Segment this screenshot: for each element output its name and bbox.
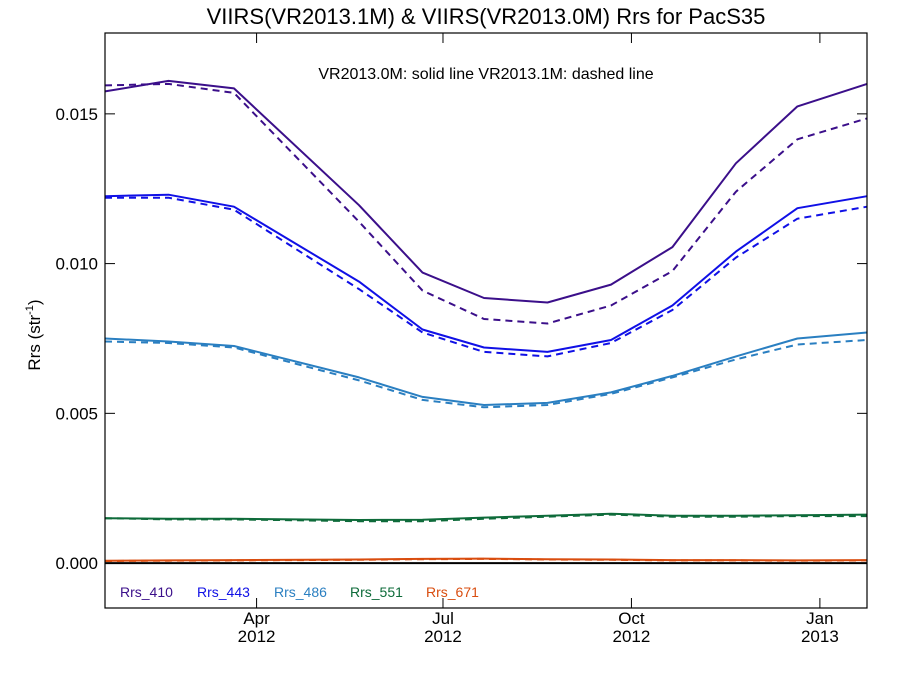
x-tick-label-month: Apr bbox=[243, 609, 270, 628]
x-tick-label-month: Oct bbox=[618, 609, 645, 628]
series-line-rrs-671-dashed bbox=[104, 557, 868, 562]
legend-entry: Rrs_551 bbox=[350, 584, 403, 600]
series-layer bbox=[104, 79, 868, 562]
legend-entry: Rrs_486 bbox=[274, 584, 327, 600]
series-line-rrs-443-solid bbox=[104, 193, 868, 353]
y-tick-label: 0.010 bbox=[55, 255, 98, 274]
legend-entry: Rrs_671 bbox=[426, 584, 479, 600]
y-axis-label-text: Rrs (str bbox=[25, 315, 44, 371]
series-line-rrs-486-solid bbox=[104, 331, 868, 406]
x-tick-label-month: Jul bbox=[432, 609, 454, 628]
series-line-rrs-410-solid bbox=[104, 79, 868, 304]
chart-title: VIIRS(VR2013.1M) & VIIRS(VR2013.0M) Rrs … bbox=[207, 4, 766, 29]
y-axis-label-close: ) bbox=[25, 299, 44, 305]
x-tick-label-month: Jan bbox=[806, 609, 833, 628]
legend: Rrs_410 Rrs_443 Rrs_486 Rrs_551 Rrs_671 bbox=[120, 584, 479, 600]
y-axis-label-superscript: -1 bbox=[24, 305, 36, 315]
y-tick-label: 0.005 bbox=[55, 404, 98, 423]
axis-ticks-layer: 0.0000.0050.0100.015Apr2012Jul2012Oct201… bbox=[55, 33, 867, 646]
series-line-rrs-443-dashed bbox=[105, 196, 868, 358]
x-tick-label-year: 2012 bbox=[424, 627, 462, 646]
legend-entry: Rrs_443 bbox=[197, 584, 250, 600]
series-line-rrs-410-dashed bbox=[104, 82, 868, 325]
series-line-rrs-551-dashed bbox=[104, 513, 867, 523]
series-line-rrs-486-dashed bbox=[104, 339, 868, 409]
chart-annotation: VR2013.0M: solid line VR2013.1M: dashed … bbox=[318, 66, 653, 83]
legend-entry: Rrs_410 bbox=[120, 584, 173, 600]
y-tick-label: 0.015 bbox=[55, 105, 98, 124]
svg-text:Rrs (str-1): Rrs (str-1) bbox=[24, 299, 44, 370]
y-axis-label: Rrs (str-1) bbox=[24, 299, 44, 370]
plot-frame bbox=[104, 32, 868, 609]
x-tick-label-year: 2012 bbox=[238, 627, 276, 646]
x-tick-label-year: 2013 bbox=[801, 627, 839, 646]
y-tick-label: 0.000 bbox=[55, 554, 98, 573]
x-tick-label-year: 2012 bbox=[613, 627, 651, 646]
